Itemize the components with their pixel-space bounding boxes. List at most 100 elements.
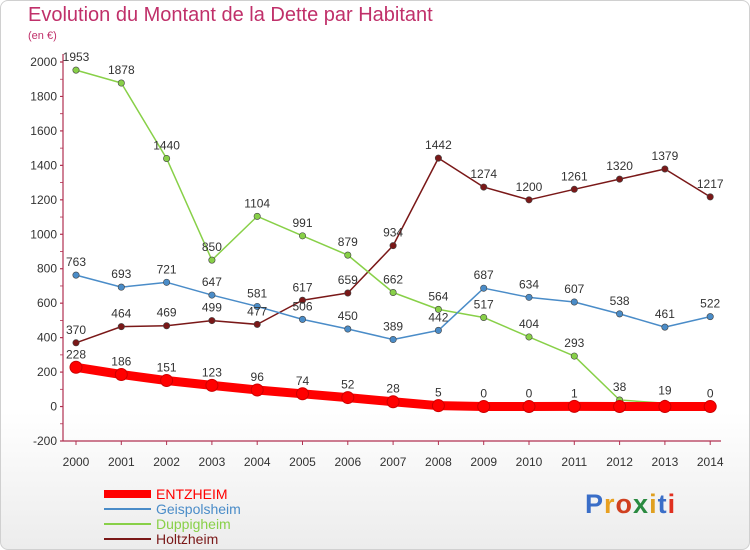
data-point bbox=[163, 322, 171, 330]
data-label: 1104 bbox=[244, 196, 270, 210]
data-point bbox=[114, 368, 128, 382]
data-label: 617 bbox=[292, 280, 312, 294]
logo-letter: t bbox=[657, 489, 668, 519]
data-label: 404 bbox=[519, 317, 539, 331]
data-point bbox=[525, 196, 533, 204]
data-label: 1274 bbox=[470, 167, 497, 181]
data-label: 450 bbox=[338, 309, 358, 323]
data-label: 1 bbox=[571, 386, 578, 400]
data-point bbox=[703, 400, 717, 414]
data-point bbox=[480, 313, 488, 321]
data-label: 607 bbox=[564, 282, 584, 296]
data-label: 1379 bbox=[652, 149, 679, 163]
data-label: 538 bbox=[610, 294, 630, 308]
data-point bbox=[117, 323, 125, 331]
data-point bbox=[525, 293, 533, 301]
y-tick-label: 400 bbox=[37, 331, 57, 345]
x-tick-label: 2003 bbox=[199, 455, 226, 469]
data-point bbox=[661, 323, 669, 331]
data-point bbox=[434, 326, 442, 334]
logo-letter: P bbox=[585, 489, 605, 519]
data-label: 389 bbox=[383, 320, 403, 334]
data-label: 687 bbox=[474, 268, 494, 282]
data-point bbox=[72, 271, 80, 279]
data-label: 52 bbox=[341, 378, 355, 392]
data-label: 934 bbox=[383, 226, 403, 240]
logo-letter: o bbox=[615, 489, 634, 519]
data-label: 96 bbox=[251, 370, 265, 384]
y-tick-label: 200 bbox=[37, 365, 57, 379]
proxiti-logo: Proxiti bbox=[585, 489, 676, 520]
data-label: 879 bbox=[338, 235, 358, 249]
x-tick-label: 2002 bbox=[153, 455, 180, 469]
data-point bbox=[72, 339, 80, 347]
legend-label: Duppigheim bbox=[156, 516, 231, 532]
data-label: 186 bbox=[111, 355, 131, 369]
data-point bbox=[480, 284, 488, 292]
data-point bbox=[389, 289, 397, 297]
data-label: 850 bbox=[202, 240, 222, 254]
x-tick-label: 2007 bbox=[380, 455, 407, 469]
data-point bbox=[570, 185, 578, 193]
x-tick-label: 2006 bbox=[334, 455, 361, 469]
x-tick-label: 2004 bbox=[244, 455, 271, 469]
data-label: 662 bbox=[383, 273, 403, 287]
data-point bbox=[706, 313, 714, 321]
data-point bbox=[208, 291, 216, 299]
data-label: 659 bbox=[338, 273, 358, 287]
data-point bbox=[434, 154, 442, 162]
data-point bbox=[613, 400, 627, 414]
data-label: 38 bbox=[613, 380, 627, 394]
data-point bbox=[386, 395, 400, 409]
data-label: 721 bbox=[157, 262, 177, 276]
data-label: 1200 bbox=[516, 180, 543, 194]
data-point bbox=[298, 232, 306, 240]
data-label: 469 bbox=[157, 306, 177, 320]
y-tick-label: 1400 bbox=[30, 158, 57, 172]
data-label: 151 bbox=[157, 361, 177, 375]
data-label: 464 bbox=[111, 307, 131, 321]
data-point bbox=[163, 278, 171, 286]
x-tick-label: 2011 bbox=[561, 455, 587, 469]
data-label: 506 bbox=[292, 299, 312, 313]
data-label: 634 bbox=[519, 277, 539, 291]
data-point bbox=[163, 154, 171, 162]
logo-letter: i bbox=[649, 489, 658, 519]
x-tick-label: 2012 bbox=[606, 455, 633, 469]
data-label: 1440 bbox=[153, 138, 180, 152]
data-label: 1217 bbox=[697, 177, 724, 191]
logo-letter: i bbox=[667, 489, 677, 519]
data-label: 0 bbox=[707, 387, 714, 401]
y-tick-label: 1200 bbox=[30, 193, 57, 207]
x-tick-label: 2009 bbox=[470, 455, 497, 469]
data-label: 123 bbox=[202, 365, 222, 379]
data-label: 991 bbox=[292, 216, 312, 230]
data-point bbox=[389, 242, 397, 250]
data-label: 564 bbox=[428, 289, 448, 303]
data-point bbox=[253, 212, 261, 220]
data-label: 1878 bbox=[108, 63, 135, 77]
data-point bbox=[208, 256, 216, 264]
data-label: 293 bbox=[564, 336, 584, 350]
data-point bbox=[250, 383, 264, 397]
x-tick-label: 2013 bbox=[652, 455, 679, 469]
chart-unit: (en €) bbox=[28, 30, 57, 42]
y-tick-label: 1600 bbox=[30, 124, 57, 138]
x-tick-label: 2008 bbox=[425, 455, 452, 469]
x-tick-label: 2014 bbox=[697, 455, 724, 469]
data-label: 763 bbox=[66, 255, 86, 269]
data-point bbox=[69, 360, 83, 374]
data-label: 442 bbox=[428, 310, 448, 324]
y-tick-label: 0 bbox=[50, 400, 57, 414]
data-point bbox=[72, 66, 80, 74]
x-tick-label: 2000 bbox=[63, 455, 90, 469]
data-point bbox=[616, 310, 624, 318]
logo-letter: x bbox=[633, 489, 650, 519]
data-label: 0 bbox=[480, 387, 487, 401]
data-point bbox=[341, 391, 355, 405]
data-point bbox=[117, 283, 125, 291]
data-point bbox=[477, 400, 491, 414]
data-point bbox=[253, 302, 261, 310]
data-label: 499 bbox=[202, 301, 222, 315]
data-point bbox=[208, 317, 216, 325]
